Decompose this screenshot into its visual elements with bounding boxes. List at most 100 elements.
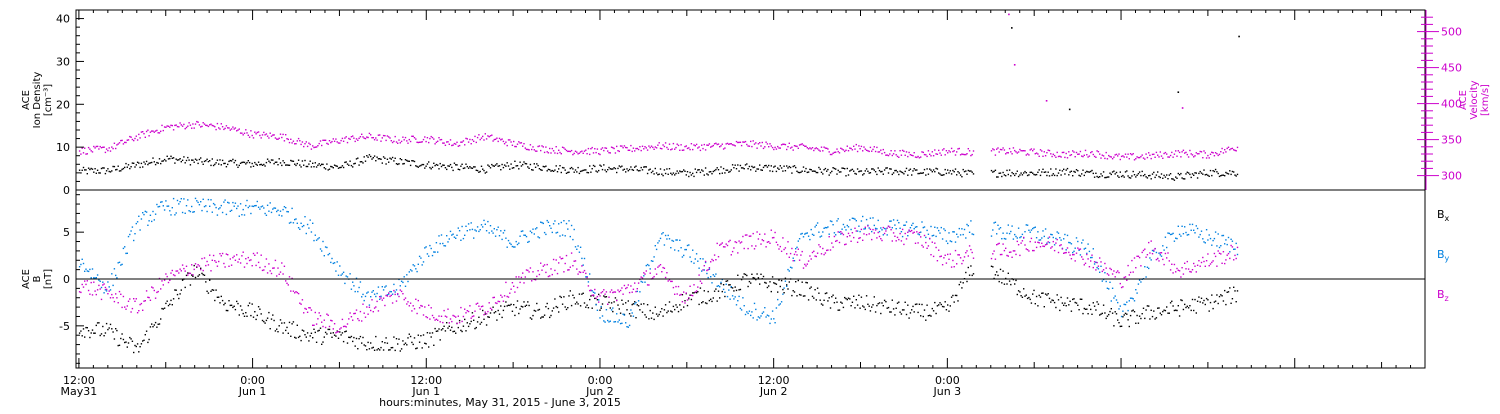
b-x-point bbox=[507, 304, 510, 306]
b-x-point bbox=[621, 299, 623, 301]
b-y-point bbox=[666, 238, 668, 240]
density-point bbox=[444, 167, 447, 169]
velocity-point bbox=[994, 154, 997, 156]
b-x-point bbox=[1024, 295, 1026, 297]
b-z-point bbox=[331, 320, 333, 322]
density-point bbox=[1205, 173, 1208, 176]
density-point bbox=[181, 159, 184, 161]
density-point bbox=[511, 167, 514, 169]
b-y-point bbox=[402, 281, 404, 284]
b-z-point bbox=[748, 235, 751, 237]
b-y-point bbox=[274, 207, 277, 209]
density-point bbox=[1159, 176, 1161, 179]
density-point bbox=[890, 168, 892, 170]
b-x-point bbox=[165, 302, 167, 305]
velocity-point bbox=[612, 147, 614, 149]
velocity-point bbox=[416, 141, 418, 143]
b-y-point bbox=[170, 214, 172, 216]
b-z-point bbox=[1221, 262, 1223, 264]
b-z-point bbox=[739, 242, 742, 244]
b-x-point bbox=[121, 333, 123, 335]
b-x-point bbox=[206, 290, 208, 292]
b-z-point bbox=[844, 243, 846, 246]
b-z-point bbox=[631, 291, 633, 293]
velocity-point bbox=[209, 124, 211, 126]
b-y-point bbox=[134, 233, 136, 235]
b-x-point bbox=[1168, 312, 1170, 314]
density-point bbox=[502, 166, 505, 169]
b-y-point bbox=[621, 322, 623, 324]
b-x-point bbox=[585, 306, 587, 308]
b-x-point bbox=[546, 302, 548, 305]
b-y-point bbox=[375, 295, 377, 298]
velocity-point bbox=[485, 138, 488, 140]
b-y-point bbox=[353, 285, 355, 287]
velocity-point bbox=[181, 125, 184, 127]
b-y-point bbox=[662, 232, 664, 234]
velocity-point bbox=[793, 145, 796, 147]
velocity-point bbox=[294, 143, 296, 145]
velocity-point bbox=[1137, 156, 1140, 159]
density-point bbox=[170, 155, 172, 157]
velocity-point bbox=[534, 150, 537, 152]
b-z-point bbox=[782, 237, 784, 239]
density-point bbox=[473, 166, 475, 168]
density-point bbox=[641, 169, 644, 171]
b-z-point bbox=[300, 303, 302, 305]
velocity-point bbox=[1151, 153, 1154, 156]
density-point bbox=[966, 173, 968, 175]
density-point bbox=[475, 169, 477, 171]
velocity-point bbox=[89, 148, 91, 150]
b-x-point bbox=[335, 335, 337, 337]
velocity-point bbox=[697, 147, 699, 149]
b-y-point bbox=[567, 228, 569, 230]
density-point bbox=[659, 168, 662, 170]
velocity-point bbox=[103, 146, 105, 148]
b-x-point bbox=[1162, 310, 1164, 313]
b-x-point bbox=[469, 323, 471, 325]
velocity-point bbox=[738, 141, 740, 144]
b-x-point bbox=[972, 273, 975, 275]
b-z-point bbox=[239, 262, 242, 264]
density-point bbox=[742, 167, 744, 169]
b-y-point bbox=[865, 218, 868, 221]
density-point bbox=[492, 165, 494, 167]
velocity-point bbox=[1133, 159, 1136, 161]
density-point bbox=[154, 163, 157, 166]
velocity-point bbox=[1202, 157, 1204, 159]
velocity-point bbox=[561, 146, 564, 148]
plot-frame bbox=[75, 9, 1426, 369]
b-z-point bbox=[494, 302, 497, 304]
b-x-point bbox=[601, 303, 604, 305]
b-x-point bbox=[949, 305, 951, 307]
b-z-point bbox=[740, 241, 743, 243]
b-x-point bbox=[864, 308, 866, 311]
velocity-point bbox=[116, 144, 118, 146]
density-point bbox=[1145, 176, 1147, 178]
b-z-point bbox=[107, 293, 109, 295]
velocity-point bbox=[108, 147, 110, 149]
density-point bbox=[824, 167, 827, 170]
b-z-point bbox=[653, 275, 655, 278]
b-z-point bbox=[1066, 247, 1069, 249]
b-x-point bbox=[1039, 296, 1042, 298]
b-z-point bbox=[948, 258, 950, 260]
density-point bbox=[1095, 172, 1097, 174]
b-x-point bbox=[90, 332, 92, 334]
velocity-point bbox=[868, 150, 870, 153]
velocity-point bbox=[1213, 155, 1216, 157]
density-point bbox=[538, 168, 541, 170]
b-y-point bbox=[1035, 237, 1038, 239]
b-z-point bbox=[769, 242, 771, 244]
b-z-point bbox=[1164, 252, 1167, 255]
density-point bbox=[540, 169, 542, 171]
b-z-point bbox=[900, 240, 903, 242]
density-point bbox=[1011, 171, 1013, 174]
density-point bbox=[409, 164, 412, 167]
velocity-point bbox=[1044, 155, 1047, 157]
b-x-point bbox=[537, 309, 539, 311]
b-z-point bbox=[309, 307, 311, 309]
b-x-point bbox=[313, 328, 315, 330]
velocity-point bbox=[551, 147, 553, 150]
b-y-point bbox=[599, 317, 601, 319]
